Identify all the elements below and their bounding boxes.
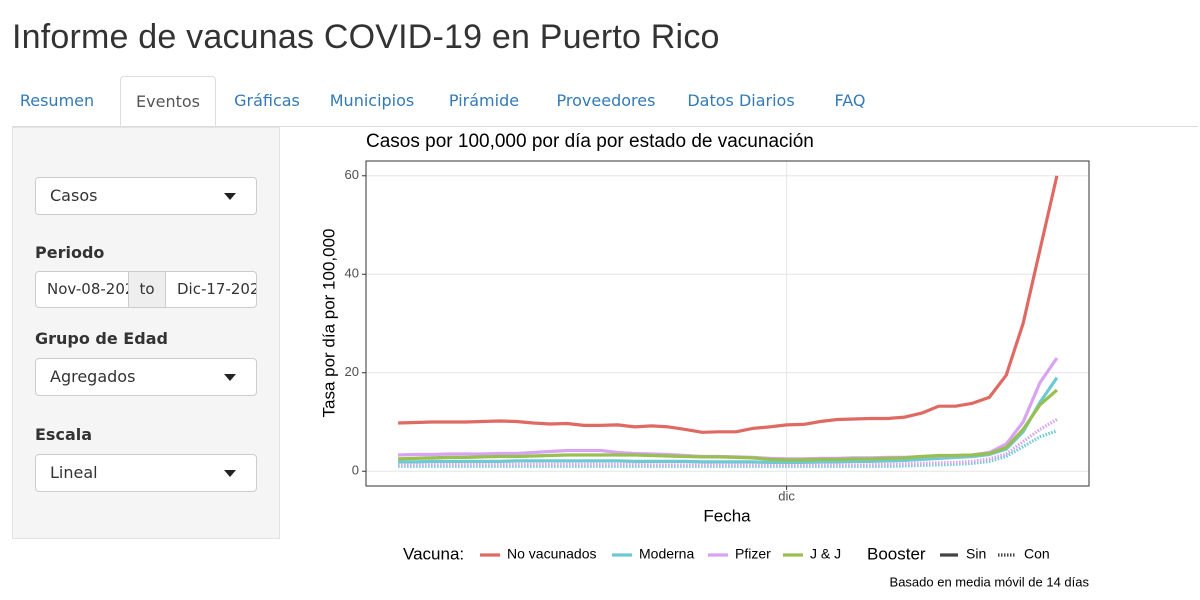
- tab[interactable]: Eventos: [120, 76, 216, 126]
- legend-label: Con: [1024, 546, 1050, 562]
- measure-select[interactable]: Casos: [35, 177, 257, 215]
- series-line: [398, 388, 1058, 462]
- scale-label: Escala: [35, 425, 93, 444]
- series-line: [398, 429, 1058, 468]
- plot-border: [365, 160, 1090, 487]
- y-tick-label: 20: [345, 364, 359, 379]
- series-line: [398, 376, 1059, 464]
- x-tick-label: dic: [778, 488, 795, 503]
- period-label: Periodo: [35, 243, 105, 262]
- tab[interactable]: Datos Diarios: [687, 91, 795, 110]
- scale-value: Lineal: [50, 463, 98, 482]
- legend-label: J & J: [810, 546, 841, 562]
- series-line: [398, 175, 1059, 434]
- chart-title: Casos por 100,000 por día por estado de …: [366, 131, 814, 152]
- y-tick-label: 0: [352, 463, 359, 478]
- tab-bar: Resumen Eventos Gráficas Municipios Pirámide…: [12, 76, 1198, 127]
- y-tick-label: 60: [345, 167, 359, 182]
- y-tick-label: 40: [345, 266, 359, 281]
- measure-value: Casos: [50, 186, 98, 205]
- page-title: Informe de vacunas COVID-19 en Puerto Ri…: [12, 18, 720, 56]
- plot-area: [366, 161, 1089, 486]
- legend-title: Booster: [867, 544, 926, 563]
- tab[interactable]: Municipios: [329, 91, 415, 110]
- tab[interactable]: Pirámide: [448, 91, 520, 110]
- dropdown-arrow: [224, 470, 236, 477]
- tab[interactable]: Resumen: [19, 91, 95, 110]
- start-date[interactable]: Nov-08-202: [35, 271, 129, 308]
- age-select[interactable]: Agregados: [35, 358, 257, 396]
- end-date[interactable]: Dic-17-202: [165, 271, 257, 308]
- series-line: [398, 418, 1058, 467]
- age-label: Grupo de Edad: [35, 329, 168, 348]
- tab[interactable]: Gráficas: [234, 91, 300, 110]
- caption: Basado en media móvil de 14 días: [890, 574, 1090, 589]
- legend-label: Moderna: [639, 546, 694, 562]
- sidebar: Casos Periodo Nov-08-202 to Dic-17-202 G…: [12, 127, 280, 539]
- dropdown-arrow: [224, 374, 236, 381]
- chart: Casos por 100,000 por día por estado de …: [319, 131, 1090, 589]
- tab[interactable]: FAQ: [834, 91, 866, 110]
- legend-title: Vacuna:: [403, 544, 464, 563]
- y-axis-label: Tasa por día por 100,000: [319, 228, 338, 417]
- dropdown-arrow: [224, 193, 236, 200]
- tab[interactable]: Proveedores: [556, 91, 656, 110]
- date-separator: to: [128, 271, 166, 308]
- x-axis-label: Fecha: [703, 506, 751, 525]
- age-value: Agregados: [50, 367, 136, 386]
- legend-label: Pfizer: [735, 546, 771, 562]
- legend-label: No vacunados: [507, 546, 597, 562]
- scale-select[interactable]: Lineal: [35, 454, 257, 492]
- legend-label: Sin: [966, 546, 986, 562]
